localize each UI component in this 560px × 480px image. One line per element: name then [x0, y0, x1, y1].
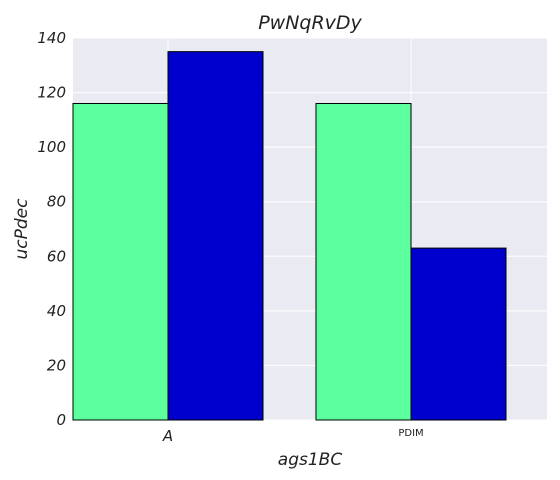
y-tick-label: 140 [37, 29, 66, 47]
x-tick-label: PDIM [398, 428, 423, 439]
bar-pdim-series-2 [410, 247, 507, 421]
y-tick-label: 20 [47, 356, 66, 374]
bar-a-series-1 [72, 102, 169, 421]
y-tick-label: 120 [37, 84, 66, 102]
y-tick-labels: 0 20 40 60 80 100 120 140 [37, 29, 66, 429]
bar-a-series-2 [167, 51, 264, 421]
y-tick-label: 40 [47, 302, 66, 320]
chart-title: PwNqRvDy [258, 12, 362, 34]
x-tick-label: A [162, 427, 173, 445]
y-tick-label: 60 [47, 247, 66, 265]
y-tick-label: 80 [47, 193, 66, 211]
y-tick-label: 0 [56, 411, 66, 429]
bar-pdim-series-1 [315, 102, 412, 421]
y-tick-label: 100 [37, 138, 66, 156]
x-axis-label: ags1BC [278, 450, 343, 470]
y-axis-label: ucPdec [12, 198, 32, 260]
bars [72, 51, 507, 421]
x-tick-labels: A PDIM [162, 427, 424, 445]
